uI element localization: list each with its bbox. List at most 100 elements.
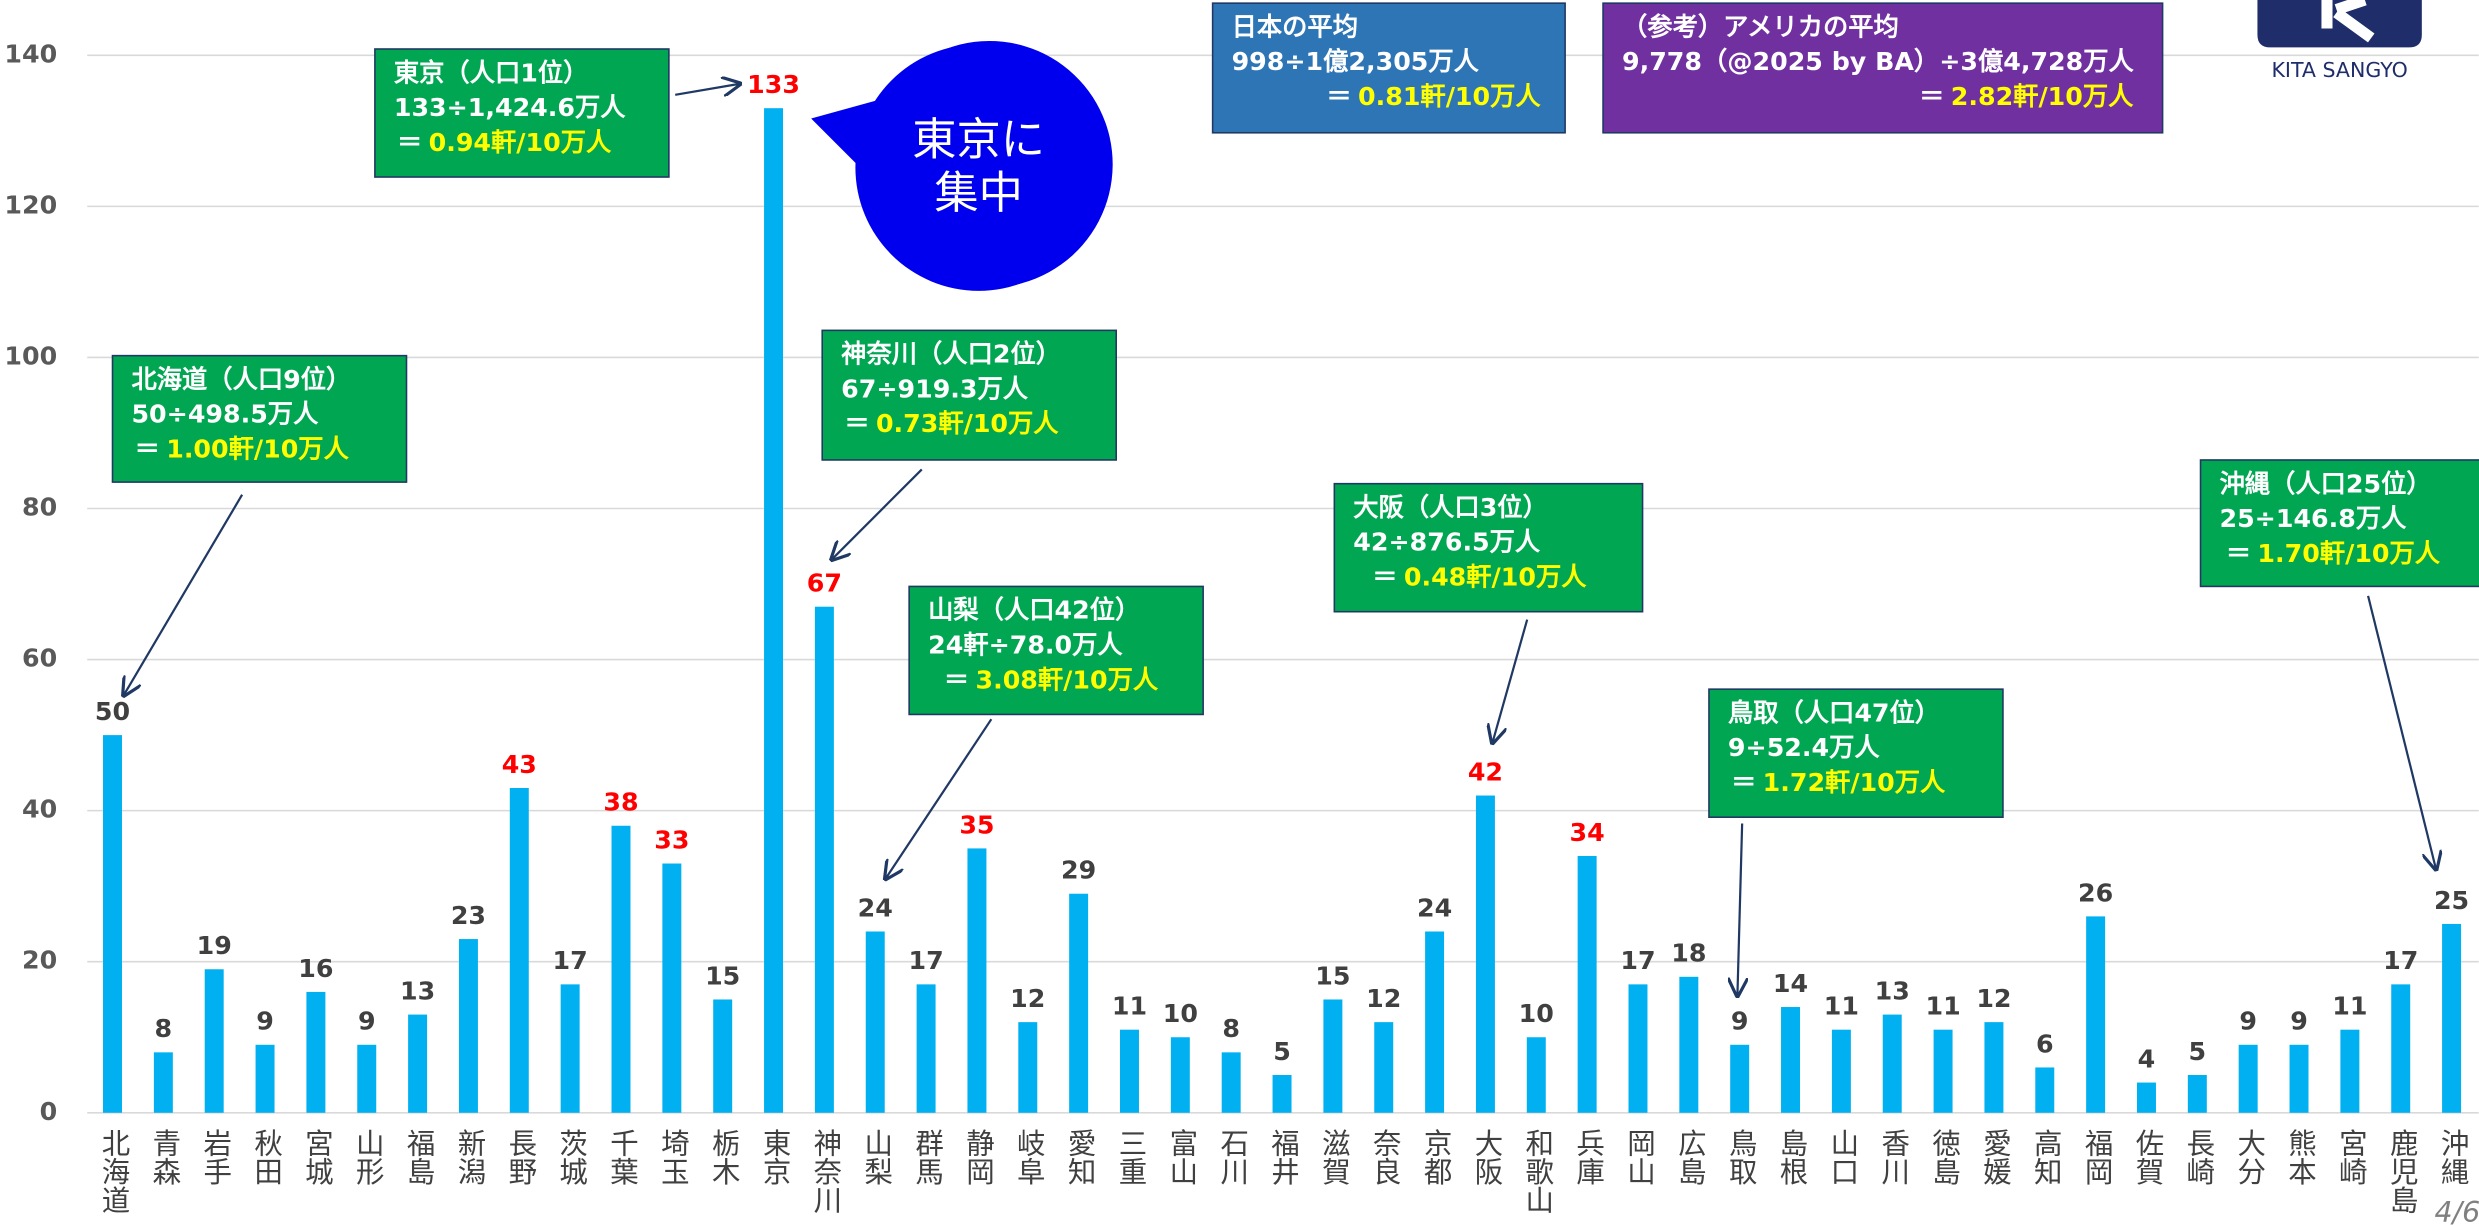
annotation-text: ＝ [2226, 539, 2251, 568]
value-label: 29 [1061, 856, 1096, 885]
arrows [124, 84, 2436, 996]
x-tick-label: 福岡 [2081, 1129, 2114, 1186]
annotation-text: ＝ [1731, 768, 1756, 797]
value-label: 12 [1366, 984, 1401, 1013]
bar [611, 825, 631, 1113]
x-tick-label: 福島 [403, 1129, 436, 1186]
bar [1475, 795, 1495, 1113]
annotation-text: ＝ [1372, 563, 1397, 592]
value-label: 15 [705, 961, 740, 990]
x-tick-label: 島根 [1776, 1129, 1809, 1186]
bar [713, 999, 733, 1113]
value-label: 15 [1315, 961, 1350, 990]
callout-circle [855, 44, 1102, 291]
value-label: 9 [2239, 1007, 2257, 1036]
bar [2340, 1029, 2360, 1113]
value-label: 11 [1925, 992, 1960, 1021]
bar [1933, 1029, 1953, 1113]
bar [509, 787, 529, 1113]
annotation-result: 0.94軒/10万人 [429, 128, 612, 157]
x-tick-label: 北海道 [98, 1129, 131, 1214]
bar [1170, 1037, 1190, 1113]
x-tick-label: 奈良 [1369, 1129, 1402, 1186]
annotation-result: 2.82軒/10万人 [1951, 82, 2134, 111]
bar [1323, 999, 1343, 1113]
value-label: 35 [959, 810, 994, 839]
x-tick-label: 大分 [2233, 1129, 2266, 1186]
bar [357, 1044, 377, 1113]
annotation-box [1211, 2, 1566, 134]
x-tick-label: 兵庫 [1572, 1129, 1605, 1186]
value-label: 10 [1163, 999, 1198, 1028]
bar [764, 108, 784, 1113]
annotation-box [821, 329, 1117, 461]
x-tick-label: 神奈川 [809, 1129, 842, 1214]
callout-text: 集中 [934, 168, 1023, 219]
y-tick-label: 120 [4, 190, 57, 219]
annotation-text: 北海道（人口9位） [131, 365, 351, 394]
bar [1221, 1052, 1241, 1113]
annotation-text: 日本の平均 [1232, 12, 1358, 41]
x-tick-label: 長野 [504, 1129, 537, 1186]
value-label: 10 [1519, 999, 1554, 1028]
bar [2238, 1044, 2258, 1113]
value-label: 133 [747, 70, 800, 99]
x-tick-label: 千葉 [606, 1129, 639, 1186]
value-label: 17 [2383, 946, 2418, 975]
bar [1018, 1022, 1038, 1113]
value-label: 5 [2189, 1037, 2207, 1066]
annotation-text: 133÷1,424.6万人 [394, 93, 626, 122]
annotation-result: 0.73軒/10万人 [876, 409, 1059, 438]
x-tick-label: 山梨 [860, 1129, 893, 1186]
y-tick-label: 0 [40, 1097, 58, 1126]
annotation-text: 神奈川（人口2位） [841, 340, 1061, 369]
annotation-text: 24軒÷78.0万人 [928, 630, 1123, 659]
value-label: 67 [807, 569, 842, 598]
page-number: 4/6 [2434, 1196, 2479, 1225]
y-tick-label: 60 [22, 644, 57, 673]
bar [153, 1052, 173, 1113]
annotation-text: ＝ [844, 409, 869, 438]
bar [2442, 923, 2462, 1113]
annotation-result: 1.72軒/10万人 [1763, 768, 1946, 797]
x-tick-label: 東京 [759, 1129, 792, 1186]
value-label: 43 [502, 750, 537, 779]
annotation-box [1333, 482, 1644, 613]
bar [103, 735, 122, 1113]
y-tick-label: 40 [22, 795, 57, 824]
x-tick-label: 石川 [1216, 1129, 1249, 1186]
x-tick-label: 鹿児島 [2386, 1129, 2419, 1214]
value-label: 9 [1731, 1007, 1749, 1036]
value-label: 38 [603, 788, 638, 817]
value-label: 11 [1112, 992, 1147, 1021]
y-tick-label: 20 [22, 946, 57, 975]
bar [2391, 984, 2411, 1113]
value-label: 24 [858, 893, 893, 922]
x-tick-label: 茨城 [555, 1129, 588, 1186]
bar [1526, 1037, 1546, 1113]
annotation-text: 沖縄（人口25位） [2220, 469, 2432, 498]
bar [2035, 1067, 2055, 1113]
value-label: 23 [451, 901, 486, 930]
annotation-text: 9÷52.4万人 [1728, 733, 1880, 762]
x-tick-label: 福井 [1267, 1129, 1300, 1186]
x-tick-label: 三重 [1114, 1129, 1147, 1186]
annotation-text: 山梨（人口42位） [928, 596, 1140, 625]
bar [458, 939, 478, 1113]
bar [1628, 984, 1648, 1113]
annotation-text: ＝ [1326, 82, 1351, 111]
annotation-result: 1.00軒/10万人 [166, 434, 349, 463]
x-tick-label: 大阪 [1470, 1129, 1503, 1186]
x-tick-label: 佐賀 [2131, 1129, 2164, 1186]
x-tick-label: 新潟 [453, 1129, 486, 1186]
annotation-result: 0.81軒/10万人 [1358, 82, 1541, 111]
value-label: 9 [2290, 1007, 2308, 1036]
value-label: 8 [1222, 1014, 1240, 1043]
bar [1272, 1075, 1292, 1113]
bar [662, 863, 682, 1113]
annotation-box [2199, 459, 2479, 588]
annotation-text: ＝ [397, 128, 422, 157]
x-tick-label: 秋田 [250, 1129, 283, 1186]
value-label: 18 [1671, 939, 1706, 968]
